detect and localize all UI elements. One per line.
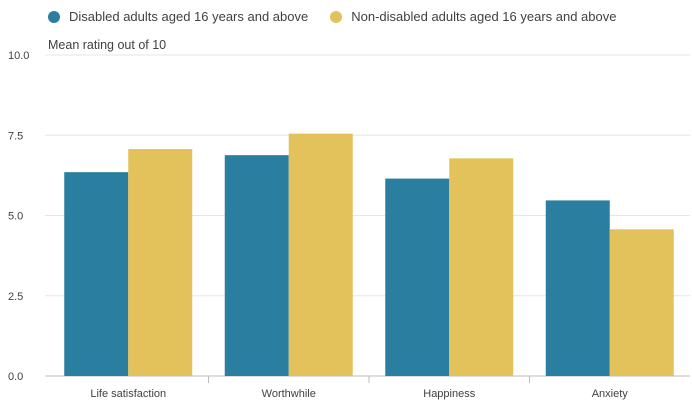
y-tick-label: 0.0 — [8, 371, 23, 383]
bar-non-disabled — [449, 158, 514, 376]
x-tick-label: Anxiety — [592, 388, 629, 400]
y-tick-label: 10.0 — [8, 50, 29, 62]
legend-swatch-disabled — [48, 10, 60, 23]
y-tick-label: 5.0 — [8, 211, 23, 223]
legend-item-disabled[interactable]: Disabled adults aged 16 years and above — [48, 9, 308, 24]
y-tick-label: 7.5 — [8, 130, 23, 142]
x-tick-label: Worthwhile — [262, 388, 316, 400]
chart-legend: Disabled adults aged 16 years and above … — [48, 9, 616, 24]
bar-non-disabled — [609, 229, 674, 376]
legend-swatch-non-disabled — [330, 10, 343, 23]
bar-non-disabled — [128, 149, 193, 376]
bar-non-disabled — [288, 133, 353, 376]
legend-label-non-disabled: Non-disabled adults aged 16 years and ab… — [351, 9, 617, 24]
bar-disabled — [545, 200, 610, 376]
x-tick-label: Happiness — [423, 388, 475, 400]
legend-item-non-disabled[interactable]: Non-disabled adults aged 16 years and ab… — [330, 9, 616, 24]
bar-disabled — [385, 178, 450, 376]
bar-disabled — [64, 172, 129, 376]
x-tick-label: Life satisfaction — [90, 388, 166, 400]
y-tick-label: 2.5 — [8, 291, 23, 303]
legend-label-disabled: Disabled adults aged 16 years and above — [69, 9, 309, 24]
y-axis-label: Mean rating out of 10 — [48, 38, 167, 52]
bar-disabled — [224, 155, 289, 376]
